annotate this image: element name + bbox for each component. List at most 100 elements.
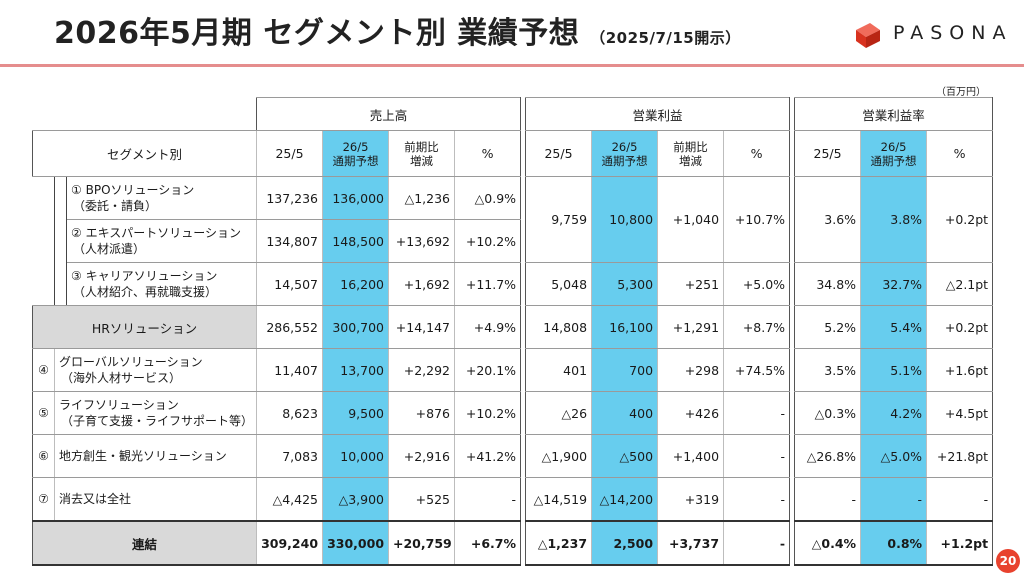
cell: +10.2% [454, 391, 522, 435]
cell: △14,519 [525, 477, 593, 522]
cell: △4,425 [256, 477, 324, 522]
cell: +13,692 [388, 219, 456, 263]
cell: 286,552 [256, 305, 324, 349]
segment-name: グローバルソリューション （海外人材サービス） [53, 348, 258, 392]
cell: - [723, 477, 791, 522]
cell: +1.6pt [926, 348, 994, 392]
pasona-logo-mark-icon [856, 23, 880, 48]
blank-corner [33, 98, 257, 131]
sales-prev-header: 25/5 [256, 130, 324, 177]
cell: △26.8% [794, 434, 862, 478]
table-row: ④ グローバルソリューション （海外人材サービス） 11,407 13,700 +… [32, 348, 994, 392]
cell: +5.0% [723, 262, 791, 306]
cell: 16,200 [322, 262, 390, 306]
table-row: ⑦ 消去又は全社 △4,425 △3,900 +525 - △14,519 △1… [32, 477, 994, 522]
op-prev-header: 25/5 [525, 130, 593, 177]
table-row: ② エキスパートソリューション （人材派遣） 134,807 148,500 +1… [33, 219, 993, 263]
cell: 9,500 [322, 391, 390, 435]
cell: 5,300 [591, 262, 659, 306]
cell: +4.9% [454, 305, 522, 349]
cell: +1,400 [657, 434, 725, 478]
cell: +10.7% [723, 176, 791, 263]
cell: 13,700 [322, 348, 390, 392]
cell: △14,200 [591, 477, 659, 522]
segment-index: ① [71, 183, 82, 197]
cell: +21.8pt [926, 434, 994, 478]
group-operating-profit: 営業利益 [525, 97, 791, 131]
segment-name: HRソリューション [31, 305, 258, 349]
segment-name: ① BPOソリューション （委託・請負） [65, 176, 258, 220]
cell: +41.2% [454, 434, 522, 478]
margin-prev-header: 25/5 [794, 130, 862, 177]
cell: +525 [388, 477, 456, 522]
title-main: 2026年5月期 セグメント別 業績予想 [54, 16, 580, 51]
cell: - [723, 520, 791, 566]
segment-index: ② [71, 226, 82, 240]
cell: 148,500 [322, 219, 390, 263]
cell: - [723, 391, 791, 435]
cell: +20.1% [454, 348, 522, 392]
segment-name: 消去又は全社 [53, 477, 258, 522]
cell: △0.4% [794, 520, 862, 566]
table-row: ① BPOソリューション （委託・請負） 137,236 136,000 △1,2… [33, 176, 994, 306]
brand-name: PASONA [893, 22, 1013, 44]
segment-forecast-table: 売上高 営業利益 営業利益率 セグメント別 25/5 26/5 通期予想 前期比増… [31, 97, 994, 566]
cell: 14,808 [525, 305, 593, 349]
group-header-row: 売上高 営業利益 営業利益率 [33, 97, 994, 131]
hr-group-bracket [54, 176, 67, 306]
cell: △500 [591, 434, 659, 478]
title-disclosure-date: （2025/7/15開示） [590, 29, 741, 47]
cell: +14,147 [388, 305, 456, 349]
cell: 8,623 [256, 391, 324, 435]
group-operating-margin: 営業利益率 [794, 97, 994, 131]
sales-forecast-header: 26/5 通期予想 [322, 130, 390, 177]
segment-column-header: セグメント別 [31, 130, 258, 177]
cell: - [926, 477, 994, 522]
cell: △0.3% [794, 391, 862, 435]
cell: +319 [657, 477, 725, 522]
segment-index: ⑦ [32, 477, 55, 522]
segment-index: ⑥ [32, 434, 55, 478]
op-pct-header: % [723, 130, 791, 177]
cell: - [723, 434, 791, 478]
cell: △1,237 [525, 520, 593, 566]
cell: 7,083 [256, 434, 324, 478]
title-rule [0, 64, 1024, 67]
cell: 3.5% [794, 348, 862, 392]
cell: △1,900 [525, 434, 593, 478]
cell: △26 [525, 391, 593, 435]
margin-forecast-header: 26/5 通期予想 [860, 130, 928, 177]
cell: 330,000 [322, 520, 390, 566]
cell: 14,507 [256, 262, 324, 306]
segment-name: ③ キャリアソリューション （人材紹介、再就職支援） [65, 262, 258, 306]
table-row: ⑥ 地方創生・観光ソリューション 7,083 10,000 +2,916 +41… [32, 434, 994, 478]
segment-index: ④ [32, 348, 55, 392]
cell: 0.8% [860, 520, 928, 566]
unit-label: （百万円） [936, 87, 986, 98]
cell: △2.1pt [926, 262, 994, 306]
cell: 10,800 [591, 176, 659, 263]
sales-pct-header: % [454, 130, 522, 177]
segment-index: ⑤ [32, 391, 55, 435]
cell: △5.0% [860, 434, 928, 478]
table-row: ⑤ ライフソリューション （子育て支援・ライフサポート等） 8,623 9,500… [32, 391, 994, 435]
cell: +251 [657, 262, 725, 306]
cell: △3,900 [322, 477, 390, 522]
cell: - [860, 477, 928, 522]
cell: 134,807 [256, 219, 324, 263]
cell: 10,000 [322, 434, 390, 478]
cell: +2,292 [388, 348, 456, 392]
cell: 16,100 [591, 305, 659, 349]
table-row: ③ キャリアソリューション （人材紹介、再就職支援） 14,507 16,200 … [33, 262, 994, 306]
margin-diff-header: % [926, 130, 994, 177]
cell: 5.1% [860, 348, 928, 392]
cell: 5.4% [860, 305, 928, 349]
cell: +298 [657, 348, 725, 392]
cell: 136,000 [322, 176, 390, 220]
cell: +1,291 [657, 305, 725, 349]
cell: 137,236 [256, 176, 324, 220]
cell: 32.7% [860, 262, 928, 306]
cell: 700 [591, 348, 659, 392]
cell: +4.5pt [926, 391, 994, 435]
segment-name: ライフソリューション （子育て支援・ライフサポート等） [53, 391, 258, 435]
